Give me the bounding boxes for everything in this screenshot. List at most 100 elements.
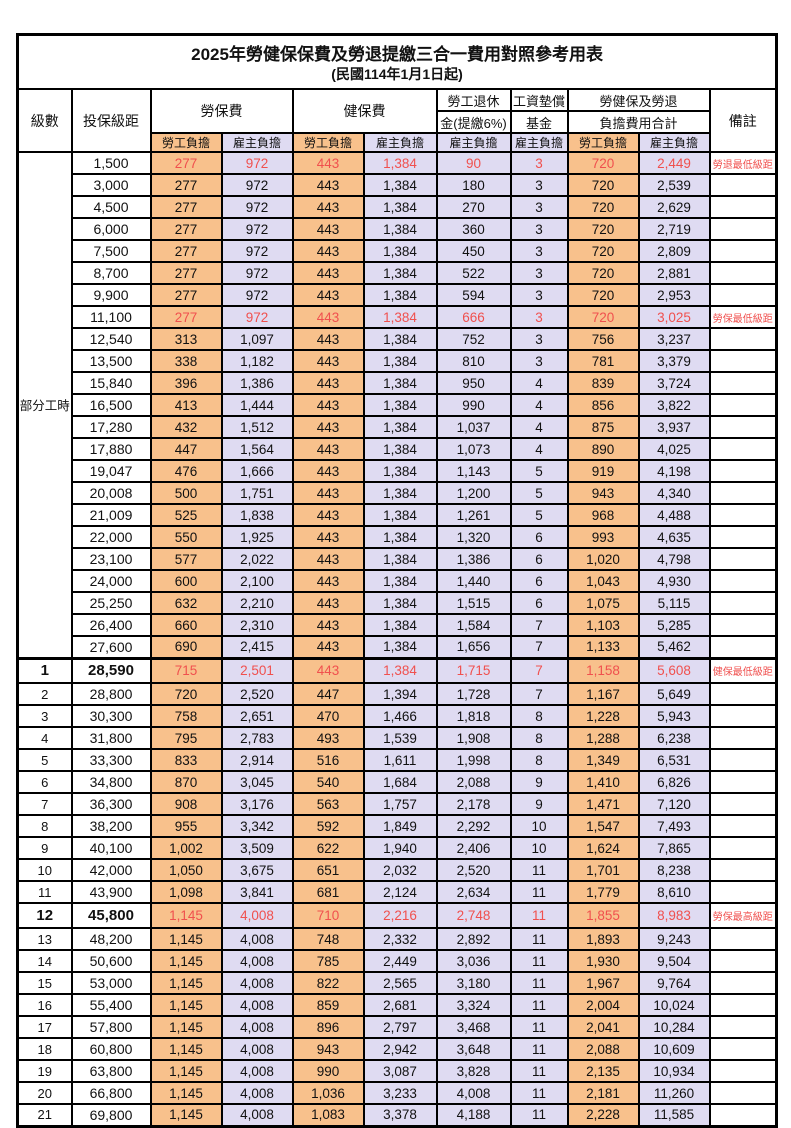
bracket-cell: 3,000: [70, 173, 152, 197]
col-header-pension-line1: 勞工退休: [435, 88, 512, 112]
table-row: 22,000 550 1,925 443 1,384 1,320 6 993 4,635: [18, 525, 778, 549]
level-cell: 19: [16, 1059, 73, 1083]
total-employer-cell: 2,719: [637, 217, 711, 241]
remark-cell: [708, 880, 778, 904]
health-employee-cell: 493: [291, 726, 365, 750]
table-row: 2 28,800 720 2,520 447 1,394 1,728 7 1,167 5,649: [16, 682, 778, 706]
health-employer-cell: 1,384: [362, 437, 438, 461]
total-employee-cell: 2,088: [566, 1037, 640, 1061]
labor-employee-cell: 660: [149, 613, 223, 637]
table-row: 8 38,200 955 3,342 592 1,849 2,292 10 1,547 7,493: [16, 814, 778, 838]
pension-employer-cell: 1,073: [435, 437, 512, 461]
health-employee-cell: 443: [291, 415, 365, 439]
remark-cell: [708, 726, 778, 750]
level-cell: 12: [16, 902, 73, 929]
remark-cell: [708, 635, 778, 659]
table-row: 20,008 500 1,751 443 1,384 1,200 5 943 4,340: [18, 481, 778, 505]
wage-fund-employer-cell: 4: [509, 437, 569, 461]
pension-employer-cell: 666: [435, 305, 512, 329]
remark-cell: [708, 525, 778, 549]
bracket-cell: 22,000: [70, 525, 152, 549]
total-employee-cell: 1,855: [566, 902, 640, 929]
health-employer-cell: 2,565: [362, 971, 438, 995]
labor-employer-cell: 2,520: [220, 682, 294, 706]
health-employer-cell: 1,384: [362, 525, 438, 549]
header-group-row-2: 金(提繳6%) 基金 負擔費用合計: [18, 110, 777, 134]
bracket-cell: 36,300: [70, 792, 152, 816]
remark-cell: [708, 858, 778, 882]
pension-employer-cell: 2,634: [435, 880, 512, 904]
table-title-cell: 2025年勞健保保費及勞退提繳三合一費用對照參考用表 (民國114年1月1日起): [16, 33, 778, 90]
health-employer-cell: 2,449: [362, 949, 438, 973]
labor-employer-cell: 4,008: [220, 993, 294, 1017]
health-employer-cell: 1,384: [362, 195, 438, 219]
pension-employer-cell: 3,468: [435, 1015, 512, 1039]
total-employer-cell: 5,943: [637, 704, 711, 728]
total-employee-cell: 1,133: [566, 635, 640, 659]
labor-employee-cell: 500: [149, 481, 223, 505]
total-employee-cell: 1,288: [566, 726, 640, 750]
table-row: 3,000 277 972 443 1,384 180 3 720 2,539: [18, 173, 778, 197]
total-employee-cell: 756: [566, 327, 640, 351]
labor-employer-cell: 1,444: [220, 393, 294, 417]
total-employer-cell: 3,822: [637, 393, 711, 417]
wage-fund-employer-cell: 9: [509, 770, 569, 794]
health-employer-cell: 1,384: [362, 503, 438, 527]
health-employer-cell: 2,942: [362, 1037, 438, 1061]
level-cell: 4: [16, 726, 73, 750]
pension-employer-cell: 1,584: [435, 613, 512, 637]
remark-cell: [708, 1081, 778, 1105]
wage-fund-employer-cell: 5: [509, 481, 569, 505]
remark-cell: [708, 569, 778, 593]
labor-employer-cell: 4,008: [220, 1015, 294, 1039]
level-cell: 9: [16, 836, 73, 860]
subheader-wage-fund-employer: 雇主負擔: [509, 132, 569, 153]
level-cell: 17: [16, 1015, 73, 1039]
remark-cell: [708, 704, 778, 728]
pension-employer-cell: 810: [435, 349, 512, 373]
remark-cell: [708, 481, 778, 505]
health-employee-cell: 443: [291, 569, 365, 593]
premium-reference-table: 2025年勞健保保費及勞退提繳三合一費用對照參考用表 (民國114年1月1日起)…: [16, 33, 779, 1128]
total-employee-cell: 943: [566, 481, 640, 505]
total-employer-cell: 7,865: [637, 836, 711, 860]
pension-employer-cell: 4,008: [435, 1081, 512, 1105]
labor-employer-cell: 972: [220, 239, 294, 263]
pension-employer-cell: 2,892: [435, 927, 512, 951]
pension-employer-cell: 594: [435, 283, 512, 307]
bracket-cell: 42,000: [70, 858, 152, 882]
labor-employee-cell: 870: [149, 770, 223, 794]
pension-employer-cell: 2,406: [435, 836, 512, 860]
labor-employer-cell: 3,509: [220, 836, 294, 860]
remark-cell: [708, 327, 778, 351]
total-employer-cell: 2,449: [637, 151, 711, 175]
pension-employer-cell: 180: [435, 173, 512, 197]
bracket-cell: 28,800: [70, 682, 152, 706]
total-employee-cell: 919: [566, 459, 640, 483]
total-employee-cell: 993: [566, 525, 640, 549]
total-employee-cell: 1,701: [566, 858, 640, 882]
health-employee-cell: 443: [291, 349, 365, 373]
table-row: 8,700 277 972 443 1,384 522 3 720 2,881: [18, 261, 778, 285]
header-burden-row: 勞工負擔 雇主負擔 勞工負擔 雇主負擔 雇主負擔 雇主負擔 勞工負擔 雇主負擔: [18, 132, 777, 153]
health-employee-cell: 896: [291, 1015, 365, 1039]
labor-employer-cell: 1,925: [220, 525, 294, 549]
remark-cell: [708, 371, 778, 395]
wage-fund-employer-cell: 10: [509, 836, 569, 860]
labor-employer-cell: 1,564: [220, 437, 294, 461]
total-employee-cell: 720: [566, 151, 640, 175]
total-employer-cell: 3,237: [637, 327, 711, 351]
pension-employer-cell: 1,037: [435, 415, 512, 439]
table-row: 19 63,800 1,145 4,008 990 3,087 3,828 11 2,135 10…: [16, 1059, 778, 1083]
pension-employer-cell: 3,180: [435, 971, 512, 995]
level-cell: 2: [16, 682, 73, 706]
wage-fund-employer-cell: 11: [509, 1103, 569, 1127]
remark-cell: [708, 591, 778, 615]
health-employer-cell: 1,384: [362, 569, 438, 593]
col-header-total-line1: 勞健保及勞退: [566, 88, 711, 112]
bracket-cell: 53,000: [70, 971, 152, 995]
bracket-cell: 8,700: [70, 261, 152, 285]
total-employer-cell: 9,504: [637, 949, 711, 973]
bracket-cell: 55,400: [70, 993, 152, 1017]
remark-cell: [708, 927, 778, 951]
